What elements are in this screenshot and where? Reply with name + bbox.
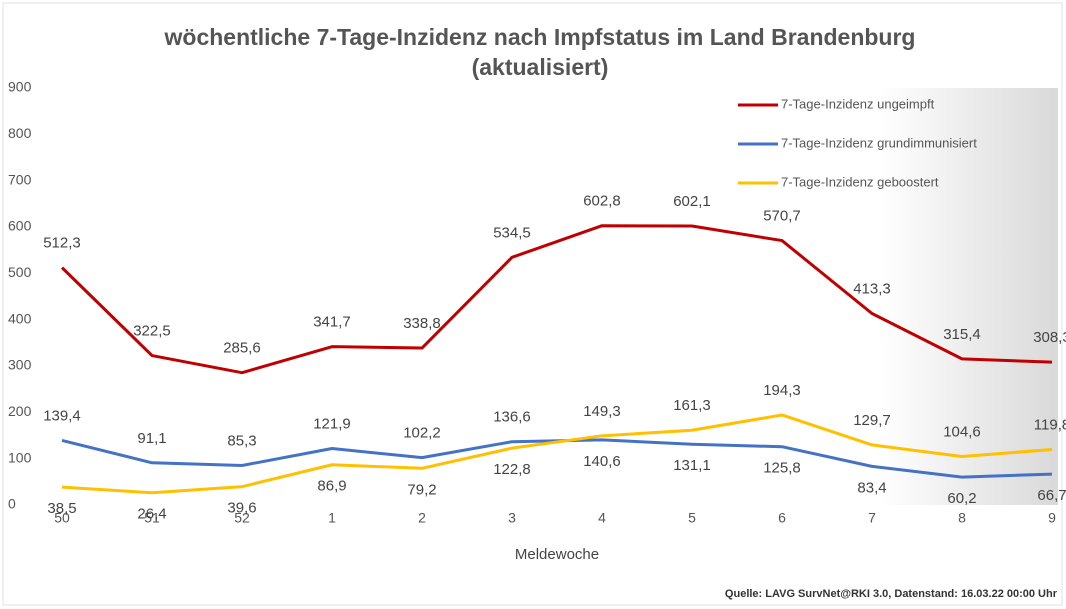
data-label: 26,4: [137, 506, 166, 523]
data-label: 39,6: [227, 500, 256, 517]
shade-band: [880, 88, 1058, 505]
data-label: 140,6: [583, 453, 621, 470]
data-label: 602,8: [583, 193, 621, 210]
data-label: 119,8: [1034, 416, 1066, 433]
series-line: [60, 224, 1053, 375]
data-label: 149,3: [583, 403, 621, 420]
data-label: 136,6: [493, 409, 531, 426]
x-tick-label: 3: [508, 510, 516, 526]
data-label: 60,2: [947, 490, 976, 507]
y-tick-label: 900: [8, 79, 32, 95]
data-label: 322,5: [133, 323, 171, 340]
legend-label: 7-Tage-Inzidenz ungeimpft: [781, 96, 935, 111]
data-label: 285,6: [223, 340, 261, 357]
data-label: 534,5: [493, 224, 531, 241]
data-label: 85,3: [227, 432, 256, 449]
data-label: 38,5: [47, 500, 76, 517]
y-tick-label: 600: [8, 218, 32, 234]
x-tick-label: 9: [1048, 510, 1056, 526]
y-tick-label: 800: [8, 125, 32, 141]
x-tick-label: 8: [958, 510, 966, 526]
data-label: 161,3: [673, 397, 711, 414]
y-tick-label: 200: [8, 403, 32, 419]
y-tick-label: 700: [8, 171, 32, 187]
data-label: 341,7: [313, 314, 351, 331]
legend-label: 7-Tage-Inzidenz geboostert: [781, 174, 939, 189]
data-label: 104,6: [943, 424, 981, 441]
data-label: 338,8: [403, 315, 441, 332]
data-label: 602,1: [673, 193, 711, 210]
data-label: 66,7: [1037, 487, 1066, 504]
data-label: 315,4: [943, 326, 981, 343]
data-label: 139,4: [43, 407, 81, 424]
data-label: 91,1: [137, 430, 166, 447]
y-tick-label: 400: [8, 310, 32, 326]
y-tick-label: 500: [8, 264, 32, 280]
chart-title: wöchentliche 7-Tage-Inzidenz nach Impfst…: [164, 24, 916, 80]
data-label: 79,2: [407, 481, 436, 498]
x-tick-label: 6: [778, 510, 786, 526]
data-label: 194,3: [763, 382, 801, 399]
data-label: 121,9: [313, 415, 351, 432]
y-tick-label: 100: [8, 449, 32, 465]
data-label: 512,3: [43, 235, 81, 252]
x-tick-label: 4: [598, 510, 606, 526]
y-tick-label: 300: [8, 357, 32, 373]
legend-label: 7-Tage-Inzidenz grundimmunisiert: [781, 135, 977, 150]
data-label: 308,3: [1033, 329, 1066, 346]
data-label: 413,3: [853, 280, 891, 297]
data-label: 102,2: [403, 425, 441, 442]
data-label: 86,9: [317, 478, 346, 495]
data-label: 129,7: [853, 412, 891, 429]
x-tick-label: 52: [234, 510, 250, 526]
x-tick-label: 1: [328, 510, 336, 526]
series-line: [61, 413, 1053, 495]
y-tick-label: 0: [8, 496, 16, 512]
x-tick-label: 50: [54, 510, 70, 526]
data-label: 570,7: [763, 208, 801, 225]
x-tick-label: 2: [418, 510, 426, 526]
x-axis-label: Meldewoche: [515, 546, 599, 563]
x-tick-label: 51: [144, 510, 160, 526]
data-label: 131,1: [673, 457, 711, 474]
data-label: 122,8: [493, 461, 531, 478]
x-tick-label: 5: [688, 510, 696, 526]
data-label: 125,8: [763, 460, 801, 477]
data-label: 83,4: [857, 479, 886, 496]
x-tick-label: 7: [868, 510, 876, 526]
source-note: Quelle: LAVG SurvNet@RKI 3.0, Datenstand…: [725, 588, 1058, 600]
